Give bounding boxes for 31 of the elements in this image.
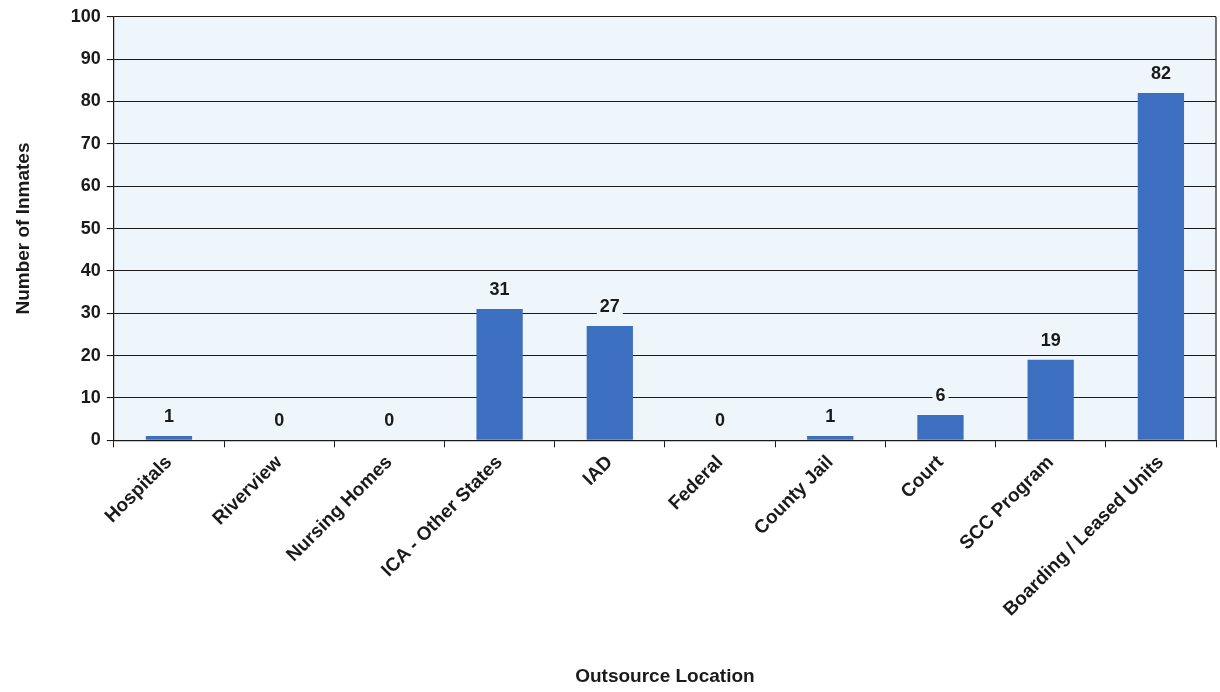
- bar: [1137, 93, 1185, 440]
- y-tick-label: 20: [80, 344, 101, 365]
- y-axis-title: Number of Inmates: [11, 142, 33, 315]
- y-tick-label: 50: [80, 217, 101, 238]
- bar: [1027, 359, 1074, 440]
- data-label: 1: [163, 406, 174, 427]
- data-label: 19: [1040, 329, 1061, 350]
- x-axis-title: Outsource Location: [575, 664, 755, 686]
- y-tick-label: 90: [80, 48, 101, 69]
- y-tick-label: 60: [80, 175, 101, 196]
- data-label: 0: [274, 410, 285, 431]
- data-label: 6: [935, 384, 946, 405]
- y-tick-label: 40: [80, 259, 101, 280]
- data-label: 0: [715, 410, 726, 431]
- y-tick-label: 100: [70, 5, 101, 26]
- y-tick-label: 70: [80, 132, 101, 153]
- data-label: 31: [489, 278, 510, 299]
- y-tick-label: 0: [90, 429, 101, 450]
- data-label: 82: [1150, 63, 1171, 83]
- bar: [586, 325, 633, 440]
- bar: [807, 436, 854, 440]
- data-label: 1: [825, 406, 836, 427]
- bar: [476, 309, 523, 440]
- y-tick-label: 30: [80, 302, 101, 323]
- y-tick-label: 80: [80, 90, 101, 111]
- bar: [145, 436, 193, 440]
- x-tick-label: IAD: [578, 451, 617, 490]
- data-label: 27: [599, 295, 620, 316]
- bar: [917, 414, 964, 440]
- y-tick-label: 10: [80, 386, 101, 407]
- data-label: 0: [384, 410, 395, 431]
